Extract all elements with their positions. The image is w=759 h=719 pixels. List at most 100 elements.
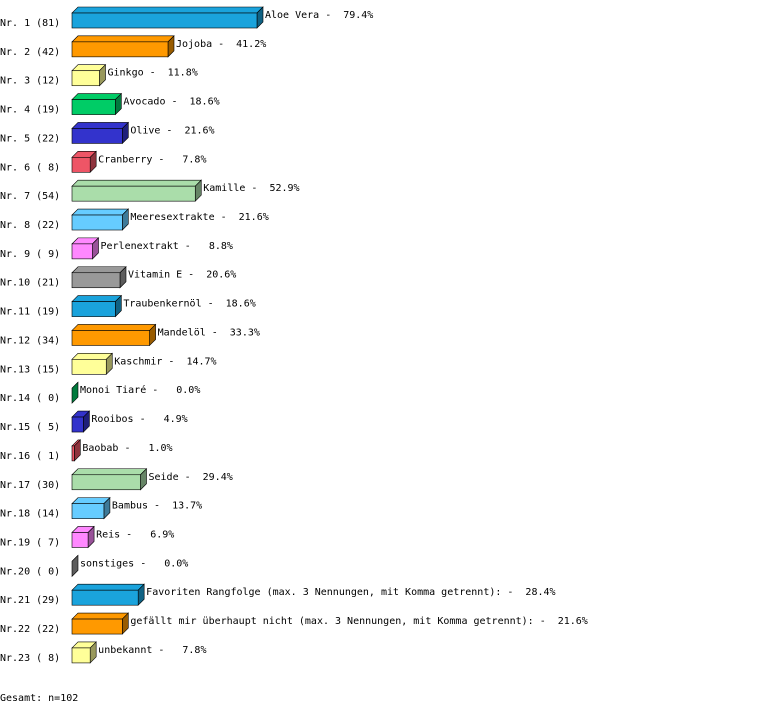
- bar-top: [71, 179, 202, 187]
- bar: [71, 554, 79, 578]
- row-label: Nr.19 ( 7): [0, 537, 60, 548]
- bar-top: [71, 35, 175, 43]
- row-label: Nr.22 (22): [0, 624, 60, 635]
- separator: -: [152, 385, 158, 396]
- category-name: Kaschmir: [114, 356, 162, 367]
- category-name: Traubenkernöl: [123, 299, 201, 310]
- bar-top: [71, 266, 127, 274]
- value-label: 7.8%: [182, 154, 206, 165]
- value-label: 21.6%: [184, 125, 214, 136]
- value-label: 28.4%: [525, 587, 555, 598]
- bar: [71, 641, 97, 664]
- bar-front: [71, 128, 123, 144]
- row-label: Nr. 9 ( 9): [0, 249, 60, 260]
- bar-label: Meeresextrakte - 21.6%: [130, 212, 268, 223]
- bar-front: [71, 330, 150, 346]
- row-label: Nr. 2 (42): [0, 47, 60, 58]
- value-label: 52.9%: [269, 183, 299, 194]
- bar-label: Kaschmir - 14.7%: [114, 356, 216, 367]
- row-label: Nr.16 ( 1): [0, 451, 60, 462]
- value-label: 11.8%: [168, 68, 198, 79]
- value-label: 0.0%: [176, 385, 200, 396]
- bar-label: Avocado - 18.6%: [123, 97, 219, 108]
- bar-label: Perlenextrakt - 8.8%: [101, 241, 233, 252]
- bar-label: Rooibos - 4.9%: [91, 414, 187, 425]
- category-name: Aloe Vera: [265, 10, 319, 21]
- row-label: Nr. 5 (22): [0, 133, 60, 144]
- bar-top: [71, 295, 123, 302]
- bar-front: [71, 41, 169, 58]
- value-label: 0.0%: [164, 558, 188, 569]
- bar-top: [71, 353, 113, 360]
- bar-top: [71, 93, 123, 100]
- bar-front: [71, 474, 141, 491]
- category-name: Vitamin E: [128, 270, 182, 281]
- row-label: Nr.17 (30): [0, 480, 60, 491]
- bar: [71, 294, 123, 318]
- bar: [71, 92, 123, 116]
- separator: -: [140, 414, 146, 425]
- bar-top: [71, 497, 111, 504]
- category-name: Meeresextrakte: [130, 212, 214, 223]
- category-name: unbekannt: [98, 645, 152, 656]
- value-label: 18.6%: [226, 299, 256, 310]
- category-name: Baobab: [82, 443, 118, 454]
- row-label: Nr.12 (34): [0, 335, 60, 346]
- separator: -: [126, 529, 132, 540]
- bar: [71, 439, 82, 462]
- row-label: Nr. 4 (19): [0, 105, 60, 116]
- value-label: 21.6%: [239, 212, 269, 223]
- value-label: 13.7%: [172, 501, 202, 512]
- separator: -: [251, 183, 257, 194]
- separator: -: [140, 558, 146, 569]
- row-label: Nr.23 ( 8): [0, 653, 60, 664]
- bar-front: [71, 70, 100, 87]
- value-label: 8.8%: [209, 241, 233, 252]
- bar: [71, 525, 95, 549]
- separator: -: [154, 501, 160, 512]
- category-name: Reis: [96, 529, 120, 540]
- bar-front: [71, 618, 123, 635]
- value-label: 7.8%: [182, 645, 206, 656]
- bar-side: [71, 381, 79, 404]
- value-label: 21.6%: [558, 616, 588, 627]
- row-label: Nr.13 (15): [0, 364, 60, 375]
- bar-front: [71, 214, 123, 231]
- bar-label: sonstiges - 0.0%: [80, 558, 188, 569]
- bar-label: Cranberry - 7.8%: [98, 154, 206, 165]
- separator: -: [221, 212, 227, 223]
- value-label: 18.6%: [190, 97, 220, 108]
- separator: -: [171, 97, 177, 108]
- separator: -: [158, 154, 164, 165]
- row-label: Nr.11 (19): [0, 307, 60, 318]
- category-name: Favoriten Rangfolge (max. 3 Nennungen, m…: [146, 587, 501, 598]
- bar-label: Olive - 21.6%: [130, 125, 214, 136]
- category-name: Olive: [130, 125, 160, 136]
- category-name: Avocado: [123, 97, 165, 108]
- bar: [71, 352, 113, 376]
- bar-front: [71, 157, 91, 173]
- bar-top: [71, 324, 157, 331]
- separator: -: [188, 270, 194, 281]
- separator: -: [208, 299, 214, 310]
- bar-front: [71, 272, 121, 289]
- bar-label: Baobab - 1.0%: [82, 443, 172, 454]
- bar-label: Ginkgo - 11.8%: [107, 68, 197, 79]
- bar-side: [71, 554, 79, 578]
- bar-front: [71, 99, 116, 115]
- row-label: Nr. 1 (81): [0, 18, 60, 29]
- separator: -: [150, 68, 156, 79]
- row-label: Nr.21 (29): [0, 595, 60, 606]
- bar-label: Monoi Tiaré - 0.0%: [80, 384, 200, 396]
- bar: [71, 6, 264, 29]
- bar: [71, 121, 130, 145]
- value-label: 6.9%: [150, 529, 174, 540]
- bar-label: Traubenkernöl - 18.6%: [123, 299, 255, 310]
- separator: -: [507, 587, 513, 598]
- row-label: Nr. 7 (54): [0, 191, 60, 202]
- value-label: 14.7%: [186, 356, 216, 367]
- category-name: Cranberry: [98, 154, 152, 165]
- bar: [71, 208, 130, 231]
- bar: [71, 179, 202, 202]
- separator: -: [185, 472, 191, 483]
